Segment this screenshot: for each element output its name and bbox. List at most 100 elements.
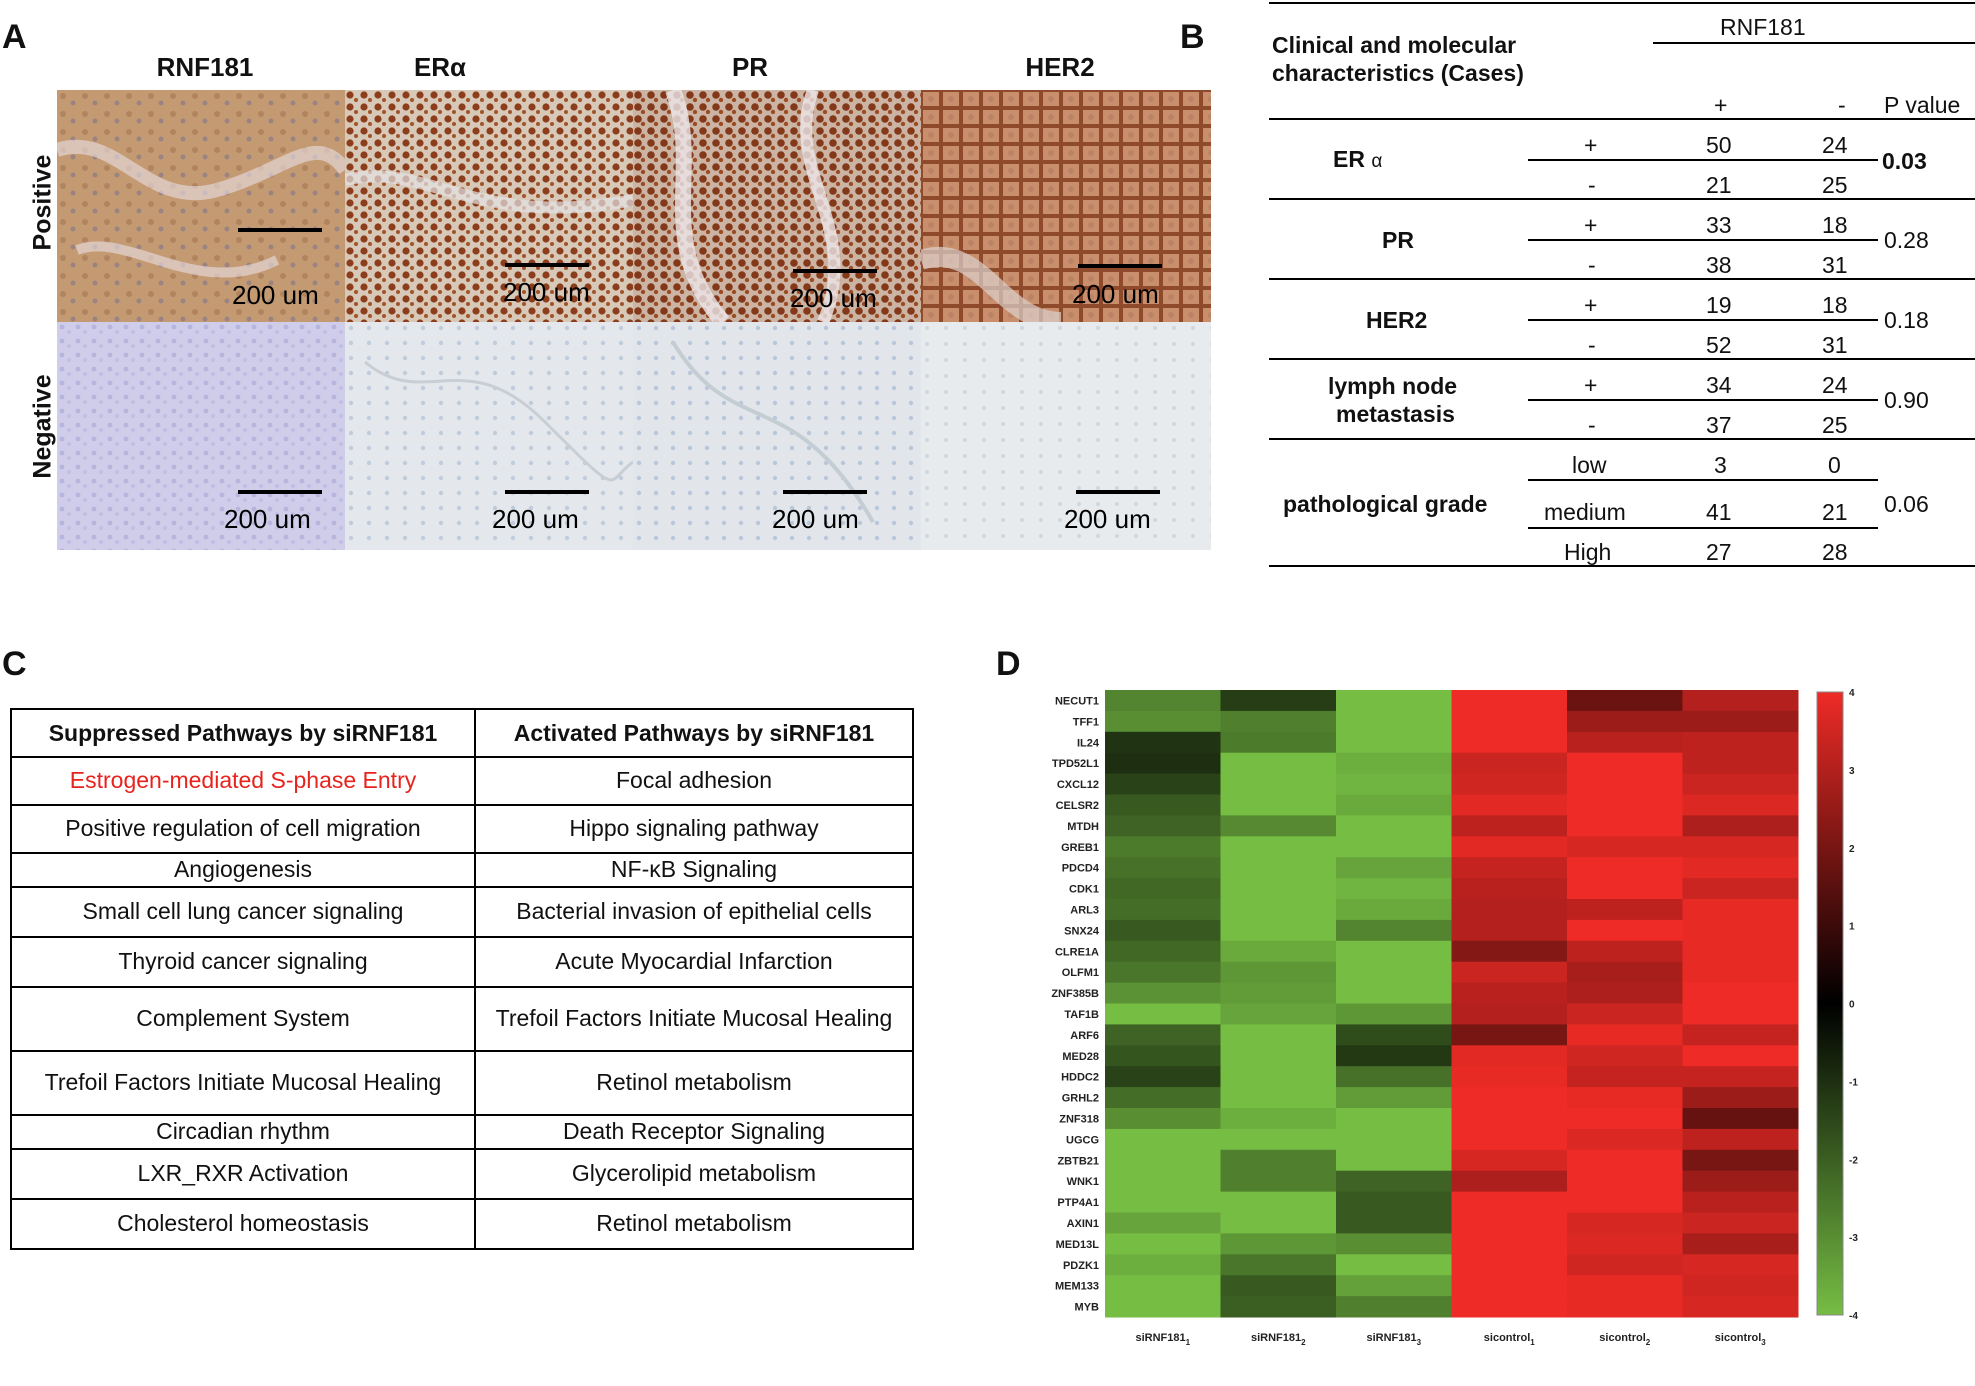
heatmap-cell bbox=[1567, 1254, 1683, 1276]
gene-label: WNK1 bbox=[1067, 1176, 1099, 1188]
heatmap-svg: NECUT1 TFF1 IL24 TPD52L1 CXCL12 CELSR2 MTDH GRE… bbox=[1051, 688, 1858, 1347]
heatmap-cell bbox=[1682, 961, 1799, 984]
colorbar bbox=[1816, 691, 1844, 1316]
heatmap-cell bbox=[1451, 1066, 1568, 1088]
tissue-texture bbox=[345, 322, 633, 550]
table-rule-top bbox=[1269, 2, 1975, 4]
sample-label: siRNF1811 bbox=[1135, 1332, 1190, 1347]
count-neg: 24 bbox=[1822, 372, 1848, 398]
heatmap-cell bbox=[1105, 1045, 1221, 1067]
scale-bar bbox=[783, 490, 867, 494]
heatmap-cell bbox=[1567, 961, 1683, 984]
heatmap-cell bbox=[1451, 857, 1568, 879]
table-rule-bottom bbox=[1269, 565, 1975, 567]
heatmap-cell bbox=[1451, 1149, 1568, 1172]
heatmap-cell bbox=[1105, 1024, 1221, 1046]
scale-label: 200 um bbox=[772, 504, 859, 534]
tissue-texture bbox=[633, 322, 921, 550]
heatmap-cell bbox=[1567, 752, 1683, 775]
heatmap-cell bbox=[1220, 1128, 1337, 1151]
count-pos: 21 bbox=[1706, 172, 1732, 198]
heatmap-cell bbox=[1105, 878, 1221, 900]
heatmap-cell bbox=[1682, 836, 1799, 858]
subrow-rule bbox=[1528, 399, 1878, 401]
gene-label: PDZK1 bbox=[1063, 1260, 1099, 1272]
heatmap-cell bbox=[1451, 1191, 1568, 1213]
count-neg: 31 bbox=[1822, 332, 1848, 358]
heatmap-cell bbox=[1336, 1296, 1452, 1318]
heatmap-cell bbox=[1682, 794, 1799, 816]
heatmap-cell bbox=[1451, 878, 1568, 900]
heatmap-cell bbox=[1105, 1296, 1221, 1318]
scale-bar bbox=[793, 269, 877, 273]
scale-bar bbox=[1078, 264, 1162, 268]
heatmap-cell bbox=[1336, 1024, 1452, 1046]
heatmap-cell bbox=[1105, 815, 1221, 837]
scale-bar bbox=[505, 490, 589, 494]
heatmap-cell bbox=[1105, 1275, 1221, 1297]
micrograph-rnf181-negative bbox=[57, 322, 345, 550]
gene-label: TPD52L1 bbox=[1052, 758, 1099, 770]
colorbar-tick-label: -1 bbox=[1849, 1077, 1858, 1088]
heatmap-cell bbox=[1682, 1066, 1799, 1088]
heatmap-cell bbox=[1105, 1149, 1221, 1172]
header-characteristic-line1: Clinical and molecular bbox=[1272, 32, 1517, 58]
micrograph-rnf181-positive bbox=[57, 90, 345, 322]
heatmap-cell bbox=[1336, 1254, 1452, 1276]
panel-a-letter: A bbox=[2, 18, 27, 56]
scale-bar bbox=[238, 228, 322, 232]
count-pos: 19 bbox=[1706, 292, 1732, 318]
table-row: Angiogenesis NF-κB Signaling bbox=[10, 852, 914, 888]
sample-label: sicontrol3 bbox=[1715, 1332, 1766, 1347]
heatmap-cell bbox=[1451, 899, 1568, 921]
level-minus: - bbox=[1588, 332, 1596, 358]
heatmap-cell bbox=[1105, 919, 1221, 942]
count-pos: 3 bbox=[1714, 452, 1727, 478]
table-row: Cholesterol homeostasis Retinol metaboli… bbox=[10, 1198, 914, 1250]
heatmap-cell bbox=[1220, 794, 1337, 816]
heatmap-cell bbox=[1105, 899, 1221, 921]
heatmap-cell bbox=[1451, 710, 1568, 733]
sample-label: sicontrol1 bbox=[1484, 1332, 1535, 1347]
panel-d-letter: D bbox=[996, 645, 1021, 683]
suppressed-pathway-highlight: Estrogen-mediated S-phase Entry bbox=[10, 756, 476, 806]
tissue-texture bbox=[633, 90, 921, 322]
heatmap-cell bbox=[1105, 1108, 1221, 1130]
suppressed-pathway: LXR_RXR Activation bbox=[10, 1148, 476, 1200]
heatmap-cell bbox=[1220, 857, 1337, 879]
group-rule bbox=[1269, 438, 1975, 440]
group-rule bbox=[1269, 278, 1975, 280]
count-pos: 52 bbox=[1706, 332, 1732, 358]
heatmap-cell bbox=[1682, 773, 1799, 795]
gene-label: SNX24 bbox=[1064, 925, 1100, 937]
heatmap-cell bbox=[1220, 1003, 1337, 1025]
heatmap-cell bbox=[1451, 1108, 1568, 1130]
heatmap-cell bbox=[1682, 1003, 1799, 1025]
heatmap-cell bbox=[1220, 940, 1337, 963]
heatmap-cell bbox=[1567, 1087, 1683, 1109]
col-head-era: ERα bbox=[413, 52, 467, 82]
heatmap-cell bbox=[1336, 710, 1452, 733]
sample-label: sicontrol2 bbox=[1599, 1332, 1650, 1347]
heatmap-cell bbox=[1451, 1024, 1568, 1046]
table-row: Positive regulation of cell migration Hi… bbox=[10, 804, 914, 854]
heatmap-cell bbox=[1682, 1191, 1799, 1213]
scale-label: 200 um bbox=[503, 277, 590, 307]
activated-pathway: Focal adhesion bbox=[474, 756, 914, 806]
heatmap-cell bbox=[1336, 961, 1452, 984]
activated-pathway: Acute Myocardial Infarction bbox=[474, 936, 914, 988]
heatmap-cell bbox=[1336, 836, 1452, 858]
heatmap-cell bbox=[1682, 1212, 1799, 1234]
heatmap-cell bbox=[1105, 940, 1221, 963]
colorbar-tick-label: 4 bbox=[1849, 688, 1855, 699]
heatmap-cell bbox=[1220, 878, 1337, 900]
heatmap-cell bbox=[1336, 773, 1452, 795]
heatmap-cell bbox=[1336, 919, 1452, 942]
heatmap-cell bbox=[1451, 1275, 1568, 1297]
heatmap-cell bbox=[1336, 1233, 1452, 1255]
heatmap-cell bbox=[1567, 919, 1683, 942]
heatmap-cell bbox=[1220, 773, 1337, 795]
header-rnf181: RNF181 bbox=[1720, 14, 1806, 40]
heatmap-cell bbox=[1220, 1170, 1337, 1193]
heatmap: NECUT1 TFF1 IL24 TPD52L1 CXCL12 CELSR2 MTDH GRE… bbox=[1010, 680, 1970, 1386]
